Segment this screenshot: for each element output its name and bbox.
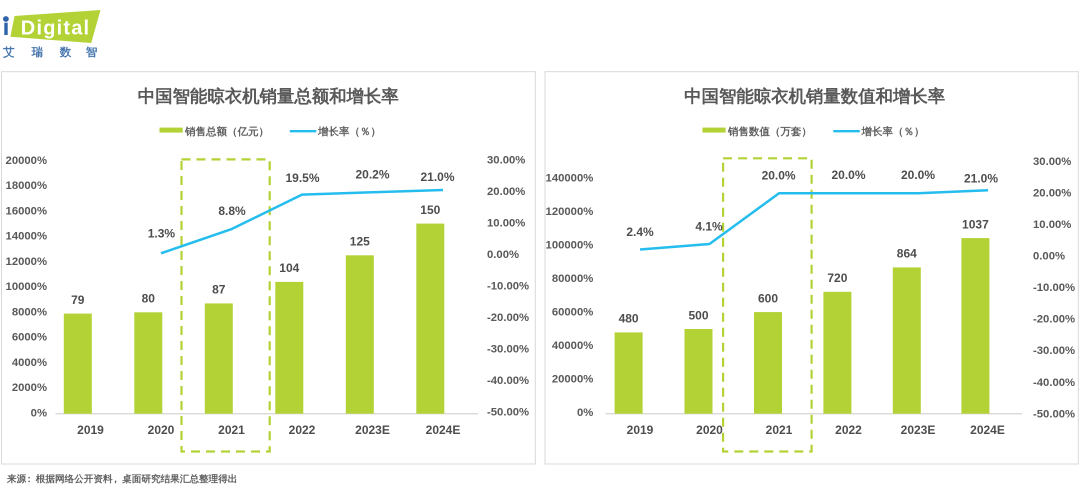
svg-text:140000%: 140000% bbox=[546, 172, 594, 184]
svg-text:19.5%: 19.5% bbox=[285, 171, 319, 185]
svg-text:2019: 2019 bbox=[627, 423, 654, 437]
svg-text:30.00%: 30.00% bbox=[1033, 156, 1071, 168]
svg-text:40000%: 40000% bbox=[552, 340, 593, 352]
svg-text:2022: 2022 bbox=[289, 423, 316, 437]
svg-text:2.4%: 2.4% bbox=[626, 225, 654, 239]
svg-text:20.0%: 20.0% bbox=[831, 168, 865, 182]
svg-text:864: 864 bbox=[897, 247, 917, 261]
svg-text:-30.00%: -30.00% bbox=[1033, 345, 1075, 357]
svg-text:-40.00%: -40.00% bbox=[1033, 377, 1075, 389]
svg-text:4.1%: 4.1% bbox=[695, 220, 723, 234]
svg-text:150: 150 bbox=[420, 203, 440, 217]
svg-text:10.00%: 10.00% bbox=[1033, 219, 1071, 231]
svg-text:14000%: 14000% bbox=[6, 231, 47, 243]
svg-text:2021: 2021 bbox=[218, 423, 245, 437]
svg-text:60000%: 60000% bbox=[552, 307, 593, 319]
svg-text:20.0%: 20.0% bbox=[901, 168, 935, 182]
svg-text:2021: 2021 bbox=[766, 423, 793, 437]
svg-text:2022: 2022 bbox=[835, 423, 862, 437]
svg-text:2023E: 2023E bbox=[355, 423, 390, 437]
svg-text:2024E: 2024E bbox=[970, 423, 1005, 437]
svg-text:79: 79 bbox=[71, 293, 85, 307]
svg-text:-30.00%: -30.00% bbox=[487, 343, 529, 355]
svg-text:21.0%: 21.0% bbox=[964, 171, 998, 185]
svg-text:-50.00%: -50.00% bbox=[487, 406, 529, 418]
svg-text:18000%: 18000% bbox=[6, 180, 47, 192]
svg-text:20.00%: 20.00% bbox=[1033, 188, 1071, 200]
svg-text:500: 500 bbox=[688, 308, 708, 322]
svg-text:20000%: 20000% bbox=[6, 155, 47, 167]
svg-text:6000%: 6000% bbox=[12, 332, 47, 344]
svg-text:12000%: 12000% bbox=[6, 256, 47, 268]
svg-text:87: 87 bbox=[212, 283, 226, 297]
svg-text:0%: 0% bbox=[31, 407, 47, 419]
svg-text:10000%: 10000% bbox=[6, 281, 47, 293]
svg-text:2023E: 2023E bbox=[901, 423, 936, 437]
svg-text:0%: 0% bbox=[577, 407, 593, 419]
svg-text:104: 104 bbox=[279, 261, 299, 275]
svg-text:10.00%: 10.00% bbox=[487, 217, 525, 229]
svg-text:2020: 2020 bbox=[148, 423, 175, 437]
svg-text:2019: 2019 bbox=[77, 423, 104, 437]
svg-text:30.00%: 30.00% bbox=[487, 154, 525, 166]
svg-text:0.00%: 0.00% bbox=[487, 249, 519, 261]
svg-text:8000%: 8000% bbox=[12, 306, 47, 318]
svg-text:20000%: 20000% bbox=[552, 374, 593, 386]
svg-text:-20.00%: -20.00% bbox=[487, 312, 529, 324]
svg-text:1.3%: 1.3% bbox=[148, 226, 176, 240]
svg-text:21.0%: 21.0% bbox=[420, 170, 454, 184]
svg-text:20.2%: 20.2% bbox=[355, 167, 389, 181]
svg-text:8.8%: 8.8% bbox=[218, 204, 246, 218]
svg-text:-20.00%: -20.00% bbox=[1033, 314, 1075, 326]
svg-text:4000%: 4000% bbox=[12, 357, 47, 369]
svg-text:125: 125 bbox=[350, 235, 370, 249]
svg-text:-10.00%: -10.00% bbox=[487, 280, 529, 292]
svg-text:Digital: Digital bbox=[21, 17, 91, 39]
svg-text:0.00%: 0.00% bbox=[1033, 251, 1065, 263]
svg-text:2020: 2020 bbox=[696, 423, 723, 437]
svg-text:20.0%: 20.0% bbox=[762, 168, 796, 182]
svg-text:80000%: 80000% bbox=[552, 273, 593, 285]
svg-text:-40.00%: -40.00% bbox=[487, 375, 529, 387]
svg-text:480: 480 bbox=[619, 312, 639, 326]
svg-text:1037: 1037 bbox=[962, 217, 989, 231]
svg-text:2024E: 2024E bbox=[426, 423, 461, 437]
svg-text:2000%: 2000% bbox=[12, 382, 47, 394]
svg-text:100000%: 100000% bbox=[546, 240, 594, 252]
svg-text:80: 80 bbox=[142, 292, 156, 306]
svg-text:120000%: 120000% bbox=[546, 206, 594, 218]
svg-text:20.00%: 20.00% bbox=[487, 186, 525, 198]
svg-text:720: 720 bbox=[827, 271, 847, 285]
svg-text:600: 600 bbox=[758, 291, 778, 305]
svg-text:-50.00%: -50.00% bbox=[1033, 408, 1075, 420]
svg-text:16000%: 16000% bbox=[6, 205, 47, 217]
svg-text:-10.00%: -10.00% bbox=[1033, 282, 1075, 294]
